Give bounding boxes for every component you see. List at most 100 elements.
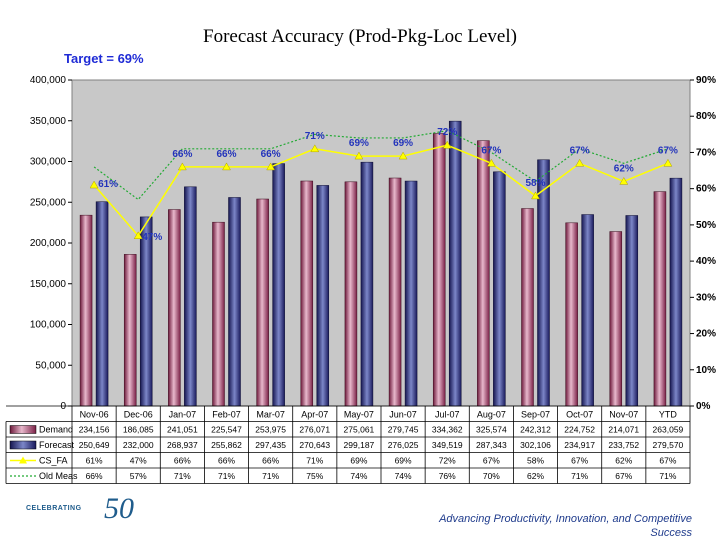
bar-forecast xyxy=(669,177,683,407)
table-cell: 76% xyxy=(439,471,456,481)
bar-forecast xyxy=(581,214,594,407)
point-cs-fa xyxy=(398,151,408,160)
y-tick-label-left: 150,000 xyxy=(30,279,67,290)
table-cell: 67% xyxy=(615,471,632,481)
line-cs-fa xyxy=(93,144,669,238)
bar-forecast xyxy=(184,186,197,407)
table-cell: 302,106 xyxy=(520,440,551,450)
y-tick-label-left: 250,000 xyxy=(30,197,67,208)
legend-label: Old Meas xyxy=(39,471,78,481)
category-label: Nov-07 xyxy=(609,410,638,420)
y-tick-label-left: 200,000 xyxy=(30,238,67,249)
y-tick-label-left: 400,000 xyxy=(30,75,67,86)
table-cell: 186,085 xyxy=(123,425,154,435)
cs-fa-data-label: 69% xyxy=(349,138,369,149)
table-cell: 255,862 xyxy=(211,440,242,450)
table-cell: 275,061 xyxy=(344,425,375,435)
point-cs-fa xyxy=(486,158,496,167)
chart-title: Forecast Accuracy (Prod-Pkg-Loc Level) xyxy=(203,26,517,47)
bar-demand xyxy=(256,198,269,407)
cs-fa-data-label: 66% xyxy=(216,149,236,160)
table-cell: 225,547 xyxy=(211,425,242,435)
table-cell: 253,975 xyxy=(255,425,286,435)
cs-fa-data-label: 61% xyxy=(98,179,118,190)
point-cs-fa xyxy=(310,144,320,153)
table-cell: 58% xyxy=(527,456,544,466)
y-tick-label-right: 70% xyxy=(696,147,716,158)
bar-forecast xyxy=(625,215,639,407)
legend-key-demand xyxy=(9,425,37,434)
table-cell: 250,649 xyxy=(79,440,110,450)
category-label: May-07 xyxy=(344,410,374,420)
category-label: Sep-07 xyxy=(521,410,550,420)
table-cell: 349,519 xyxy=(432,440,463,450)
category-label: Jun-07 xyxy=(389,410,417,420)
bar-forecast xyxy=(493,171,506,407)
point-cs-fa xyxy=(354,151,364,160)
table-cell: 241,051 xyxy=(167,425,198,435)
logo-number: 50 xyxy=(104,492,134,525)
bar-forecast xyxy=(404,180,418,407)
table-cell: 66% xyxy=(218,456,235,466)
bar-demand xyxy=(168,209,181,407)
line-old-meas xyxy=(93,130,669,201)
table-cell: 67% xyxy=(571,456,588,466)
cs-fa-data-label: 71% xyxy=(305,131,325,142)
bar-demand xyxy=(521,208,534,407)
point-cs-fa xyxy=(442,140,452,149)
table-cell: 62% xyxy=(615,456,632,466)
legend-key-cs-fa-marker xyxy=(19,456,27,464)
cs-fa-data-label: 62% xyxy=(614,163,634,174)
point-cs-fa xyxy=(177,162,187,171)
table-cell: 71% xyxy=(218,471,235,481)
y-tick-label-right: 20% xyxy=(696,329,716,340)
table-cell: 47% xyxy=(130,456,147,466)
legend-label: Forecast xyxy=(39,440,75,450)
table-cell: 268,937 xyxy=(167,440,198,450)
point-cs-fa xyxy=(89,180,99,189)
bar-demand xyxy=(123,254,137,407)
category-label: YTD xyxy=(659,410,678,420)
table-cell: 234,156 xyxy=(79,425,110,435)
table-cell: 69% xyxy=(395,456,412,466)
point-cs-fa xyxy=(663,158,673,167)
plot-area xyxy=(71,79,691,407)
cs-fa-data-label: 67% xyxy=(570,145,590,156)
y-tick-label-right: 50% xyxy=(696,220,716,231)
table-cell: 299,187 xyxy=(344,440,375,450)
cs-fa-data-label: 66% xyxy=(261,149,281,160)
bar-forecast xyxy=(448,120,462,407)
cs-fa-data-label: 69% xyxy=(393,138,413,149)
category-label: Apr-07 xyxy=(301,410,328,420)
footer-line-2: Success xyxy=(650,527,692,539)
table-cell: 279,745 xyxy=(388,425,419,435)
cs-fa-data-label: 47% xyxy=(142,232,162,243)
y-tick-label-right: 80% xyxy=(696,111,716,122)
y-tick-label-left: 0 xyxy=(60,401,66,412)
table-cell: 279,570 xyxy=(653,440,684,450)
table-cell: 75% xyxy=(306,471,323,481)
table-cell: 71% xyxy=(262,471,279,481)
category-label: Jul-07 xyxy=(435,410,460,420)
y-tick-label-right: 30% xyxy=(696,292,716,303)
legend-label: CS_FA xyxy=(39,456,68,466)
table-cell: 57% xyxy=(130,471,147,481)
legend-label: Demand xyxy=(39,425,73,435)
point-cs-fa xyxy=(133,231,143,240)
y-tick-label-right: 90% xyxy=(696,75,716,86)
table-cell: 297,435 xyxy=(255,440,286,450)
y-tick-label-left: 350,000 xyxy=(30,116,67,127)
point-cs-fa xyxy=(222,162,231,171)
category-label: Feb-07 xyxy=(212,410,241,420)
cs-fa-data-label: 66% xyxy=(172,149,192,160)
table-cell: 276,025 xyxy=(388,440,419,450)
bar-forecast xyxy=(228,197,241,407)
table-cell: 70% xyxy=(483,471,500,481)
logo-text: CELEBRATING xyxy=(26,505,82,512)
table-cell: 66% xyxy=(86,471,103,481)
table-cell: 276,071 xyxy=(299,425,330,435)
table-cell: 270,643 xyxy=(299,440,330,450)
bar-forecast xyxy=(272,163,285,407)
table-cell: 242,312 xyxy=(520,425,551,435)
